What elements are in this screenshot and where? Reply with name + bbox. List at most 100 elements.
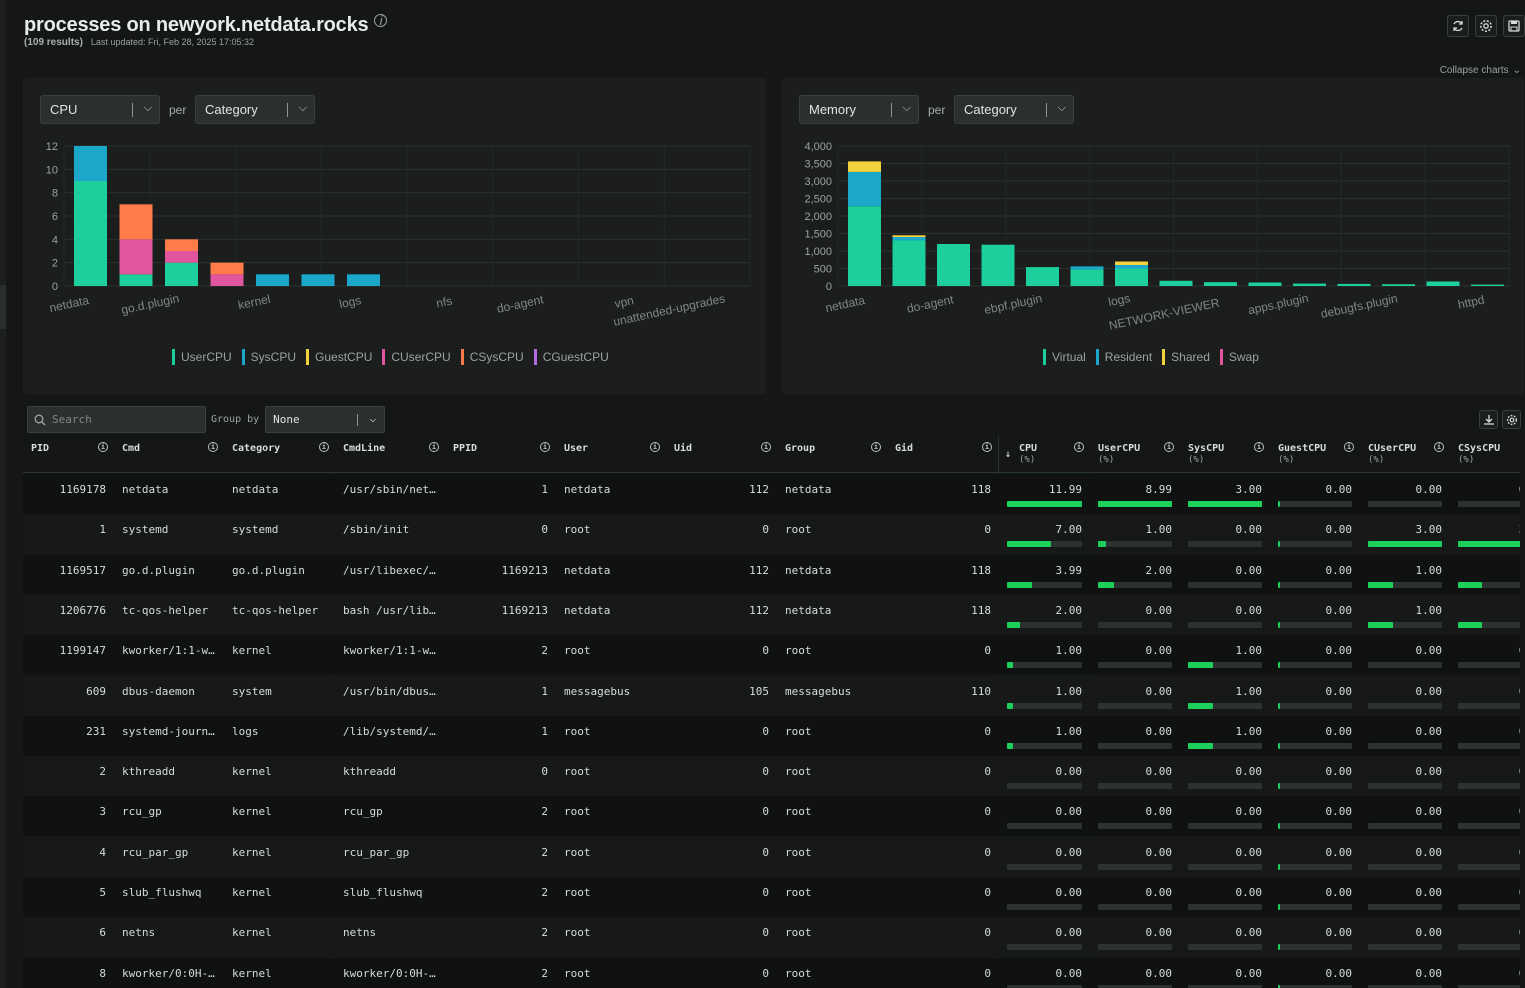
bar-segment[interactable] <box>119 274 153 286</box>
legend-item[interactable]: CGuestCPU <box>533 349 609 365</box>
bar-segment[interactable] <box>1026 267 1059 286</box>
table-settings-button[interactable] <box>1502 410 1521 429</box>
download-button[interactable] <box>1479 410 1498 429</box>
bar-segment[interactable] <box>1337 283 1371 286</box>
column-header-csyscpu[interactable]: CSysCPU(%)i <box>1450 436 1520 473</box>
column-header-cmd[interactable]: Cmd i <box>114 436 224 473</box>
table-row[interactable]: 6 netns kernel netns 2 root 0 root 0 0.00 0.00 0.00… <box>23 917 1520 958</box>
column-header-uid[interactable]: Uid i <box>666 436 777 473</box>
table-row[interactable]: 609 dbus-daemon system/usr/bin/dbus… 1 messa… <box>23 675 1520 716</box>
legend-item[interactable]: CSysCPU <box>460 349 524 365</box>
legend-item[interactable]: Shared <box>1162 349 1210 365</box>
bar-segment[interactable] <box>165 251 198 263</box>
column-header-pid[interactable]: PID i <box>23 436 114 473</box>
bar-segment[interactable] <box>848 206 881 286</box>
column-header-ppid[interactable]: PPID i <box>445 436 556 473</box>
bar-segment[interactable] <box>74 146 107 181</box>
bar-segment[interactable] <box>1293 283 1326 286</box>
legend-item[interactable]: GuestCPU <box>306 349 372 365</box>
info-icon[interactable]: i <box>871 442 881 452</box>
column-header-cmdline[interactable]: CmdLine i <box>335 436 445 473</box>
bar-segment[interactable] <box>1204 282 1237 286</box>
table-row[interactable]: 1206776 tc-qos-helper tc-qos-helper bash /u… <box>23 594 1520 635</box>
save-button[interactable] <box>1503 15 1525 37</box>
info-icon[interactable]: i <box>208 442 218 452</box>
info-icon[interactable]: i <box>374 14 388 27</box>
info-icon[interactable]: i <box>98 442 108 452</box>
legend-item[interactable]: Swap <box>1219 349 1259 365</box>
info-icon[interactable]: i <box>319 442 329 452</box>
column-header-cusercpu[interactable]: CUserCPU (%) i <box>1360 436 1450 473</box>
bar-segment[interactable] <box>1070 269 1104 286</box>
table-row[interactable]: 5 slub_flushwq kernel slub_flushwq 2 root 0 roo… <box>23 877 1520 917</box>
bar-segment[interactable] <box>256 274 289 286</box>
table-row[interactable]: 8 kworker/0:0H-… kernel kworker/0:0H-… 2 root… <box>23 957 1520 988</box>
group-by-select[interactable]: None ⌵ <box>265 406 386 433</box>
column-header-user[interactable]: User i <box>556 436 666 473</box>
bar-segment[interactable] <box>1426 281 1460 286</box>
cpu-group-select[interactable]: Category ⌵ <box>195 95 315 124</box>
bar-segment[interactable] <box>1471 284 1504 286</box>
info-icon[interactable]: i <box>1164 442 1174 452</box>
bar-segment[interactable] <box>74 181 107 286</box>
column-header-cpu[interactable]: ↓ CPU (%) i <box>999 436 1090 473</box>
info-icon[interactable]: i <box>650 442 660 452</box>
column-header-guestcpu[interactable]: GuestCPU (%) i <box>1270 436 1360 473</box>
bar-segment[interactable] <box>210 274 244 286</box>
legend-item[interactable]: CUserCPU <box>382 349 451 365</box>
bar-segment[interactable] <box>1115 261 1148 266</box>
bar-segment[interactable] <box>210 262 244 275</box>
column-header-syscpu[interactable]: SysCPU (%) i <box>1180 436 1270 473</box>
memory-metric-select[interactable]: Memory ⌵ <box>799 95 919 124</box>
info-icon[interactable]: i <box>982 442 992 452</box>
info-icon[interactable]: i <box>1254 442 1264 452</box>
bar-segment[interactable] <box>301 274 335 286</box>
table-row[interactable]: 1169517 go.d.plugin go.d.plugin/usr/libexe… <box>23 554 1520 595</box>
collapse-charts-toggle[interactable]: Collapse charts ⌄ <box>1440 65 1521 76</box>
refresh-button[interactable] <box>1447 15 1469 37</box>
column-header-usercpu[interactable]: UserCPU (%) i <box>1090 436 1180 473</box>
table-row[interactable]: 231 systemd-journ… logs/lib/systemd/… 1 root… <box>23 715 1520 756</box>
legend-item[interactable]: Virtual <box>1043 349 1086 365</box>
memory-group-select[interactable]: Category ⌵ <box>954 95 1074 124</box>
table-row[interactable]: 3 rcu_gp kernel rcu_gp 2 root 0 root 0 0.00 0.00 0.… <box>23 796 1520 837</box>
rail-handle[interactable] <box>0 285 6 329</box>
bar-segment[interactable] <box>119 204 153 240</box>
bar-segment[interactable] <box>981 244 1015 286</box>
column-header-group[interactable]: Group i <box>777 436 887 473</box>
bar-segment[interactable] <box>1159 280 1193 286</box>
bar-segment[interactable] <box>1115 265 1148 269</box>
table-row[interactable]: 4 rcu_par_gp kernel rcu_par_gp 2 root 0 root 0 0.… <box>23 836 1520 877</box>
cpu-metric-select[interactable]: CPU ⌵ <box>40 95 160 124</box>
table-row[interactable]: 1199147 kworker/1:1-w… kernel kworker/1:1-w… <box>23 635 1520 676</box>
table-row[interactable]: 1 systemd systemd/sbin/init 0 root 0 root 0 7.00… <box>23 514 1520 555</box>
bar-segment[interactable] <box>119 239 153 275</box>
legend-item[interactable]: Resident <box>1095 349 1152 365</box>
bar-segment[interactable] <box>1248 282 1282 287</box>
info-icon[interactable]: i <box>429 442 439 452</box>
info-icon[interactable]: i <box>761 442 771 452</box>
column-header-category[interactable]: Category i <box>224 436 335 473</box>
bar-segment[interactable] <box>892 237 926 241</box>
bar-segment[interactable] <box>848 171 881 207</box>
bar-segment[interactable] <box>165 262 198 286</box>
bar-segment[interactable] <box>165 239 198 251</box>
bar-segment[interactable] <box>848 161 881 172</box>
table-row[interactable]: 1169178 netdata netdata/usr/sbin/net… 1 netd… <box>23 474 1520 514</box>
legend-item[interactable]: SysCPU <box>241 349 296 365</box>
bar-segment[interactable] <box>347 274 380 286</box>
bar-segment[interactable] <box>892 240 926 287</box>
info-icon[interactable]: i <box>540 442 550 452</box>
bar-segment[interactable] <box>892 235 926 237</box>
search-input[interactable]: Search <box>27 406 206 433</box>
bar-segment[interactable] <box>1070 266 1104 270</box>
info-icon[interactable]: i <box>1074 442 1084 452</box>
info-icon[interactable]: i <box>1434 442 1444 452</box>
settings-button[interactable] <box>1475 15 1497 37</box>
bar-segment[interactable] <box>1115 268 1148 287</box>
legend-item[interactable]: UserCPU <box>172 349 232 365</box>
info-icon[interactable]: i <box>1344 442 1354 452</box>
column-header-gid[interactable]: Gid i <box>887 436 999 473</box>
table-row[interactable]: 2 kthreadd kernel kthreadd 0 root 0 root 0 0.00 0.… <box>23 756 1520 797</box>
bar-segment[interactable] <box>937 244 970 286</box>
